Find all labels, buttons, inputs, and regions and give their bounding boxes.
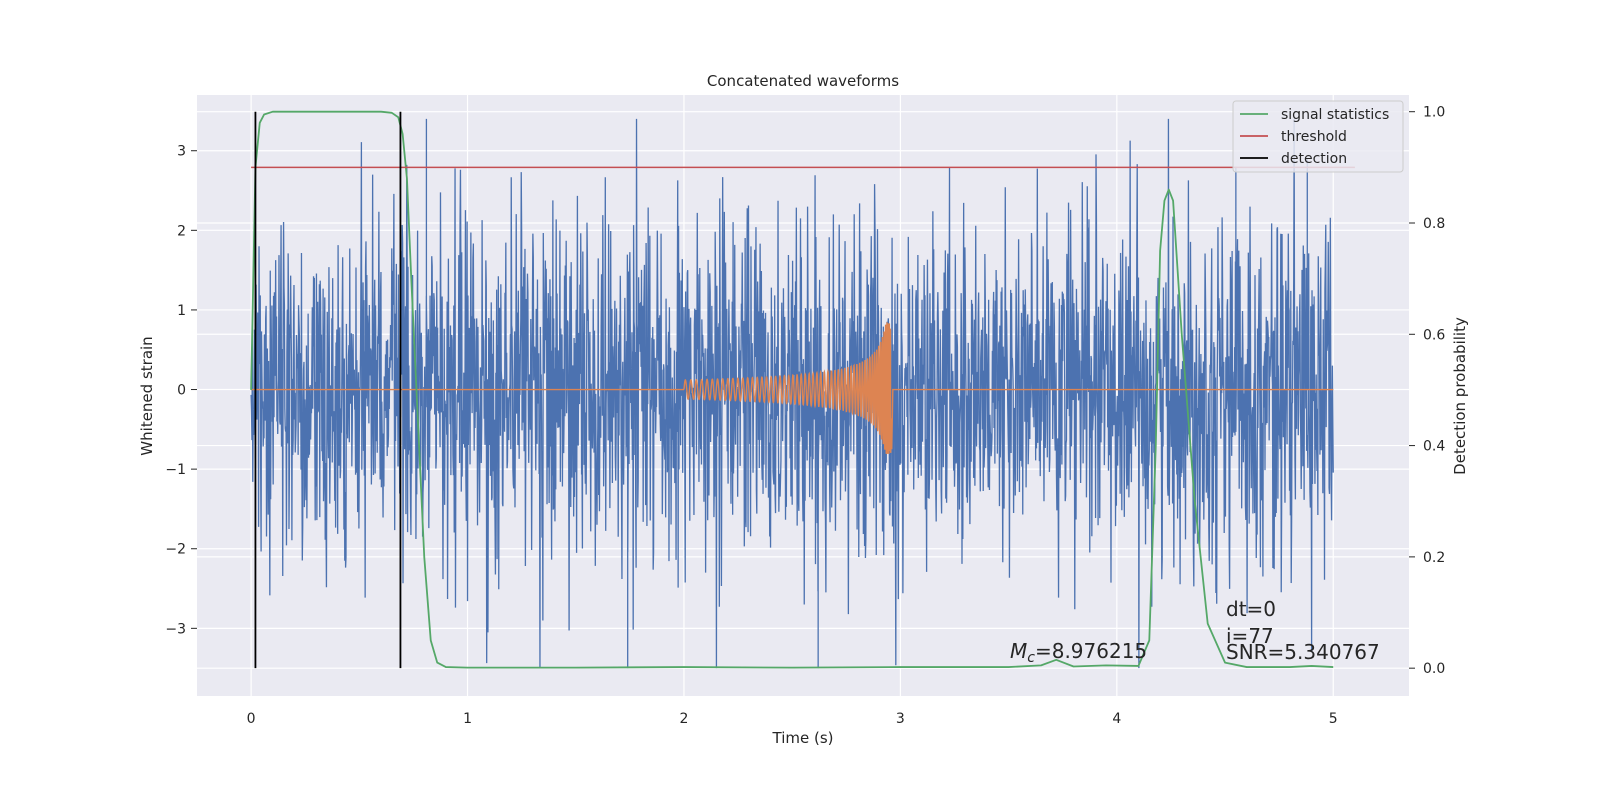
legend-label-signal-statistics: signal statistics bbox=[1281, 107, 1389, 123]
y-right-tick-label-2: 0.4 bbox=[1423, 439, 1445, 455]
right-axis-series bbox=[250, 110, 1355, 669]
y-right-tick-label-0: 0.0 bbox=[1423, 661, 1445, 677]
y-left-tick-label-6: 3 bbox=[177, 144, 186, 160]
y-left-axis-label: Whitened strain bbox=[138, 336, 156, 455]
x-tick-label-3: 3 bbox=[896, 711, 905, 727]
signal-statistics-line bbox=[250, 110, 1334, 669]
legend-box bbox=[1232, 100, 1404, 173]
y-left-tick-label-5: 2 bbox=[177, 223, 186, 239]
snr-annotation: SNR=5.340767 bbox=[1226, 640, 1380, 664]
y-right-tick-label-5: 1.0 bbox=[1423, 105, 1445, 121]
y-left-tick-label-3: 0 bbox=[177, 383, 186, 399]
y-left-tick-label-0: −3 bbox=[165, 621, 186, 637]
y-right-tick-label-3: 0.6 bbox=[1423, 327, 1445, 343]
x-axis-ticks: 0 1 2 3 4 5 bbox=[247, 711, 1338, 727]
x-axis-label: Time (s) bbox=[772, 729, 834, 747]
i-annotation: i=77 bbox=[1226, 624, 1274, 648]
mc-subscript: c bbox=[1027, 650, 1035, 666]
mc-annotation: Mc=8.976215 bbox=[1010, 639, 1147, 666]
template-trace bbox=[251, 322, 1334, 455]
dt-annotation: dt=0 bbox=[1226, 597, 1276, 621]
template-series bbox=[251, 322, 1334, 455]
mc-symbol: M bbox=[1010, 639, 1027, 663]
chart-title: Concatenated waveforms bbox=[707, 72, 899, 90]
y-right-tick-label-4: 0.8 bbox=[1423, 216, 1445, 232]
legend-label-threshold: threshold bbox=[1281, 129, 1347, 145]
x-tick-label-0: 0 bbox=[247, 711, 256, 727]
y-left-tick-label-4: 1 bbox=[177, 303, 186, 319]
x-tick-label-5: 5 bbox=[1329, 711, 1338, 727]
x-tick-label-1: 1 bbox=[463, 711, 472, 727]
mc-value: =8.976215 bbox=[1035, 639, 1147, 663]
legend-label-detection: detection bbox=[1281, 151, 1347, 167]
y-right-axis-label: Detection probability bbox=[1451, 317, 1469, 475]
y-left-axis-ticks: −3 −2 −1 0 1 2 3 bbox=[165, 144, 197, 637]
y-right-axis-ticks: 0.0 0.2 0.4 0.6 0.8 1.0 bbox=[1409, 105, 1445, 677]
y-left-tick-label-2: −1 bbox=[165, 462, 186, 478]
strain-series bbox=[250, 118, 1334, 669]
x-tick-label-2: 2 bbox=[680, 711, 689, 727]
y-left-tick-label-1: −2 bbox=[165, 542, 186, 558]
legend: signal statistics threshold detection bbox=[1232, 100, 1404, 173]
y-right-tick-label-1: 0.2 bbox=[1423, 550, 1445, 566]
x-tick-label-4: 4 bbox=[1112, 711, 1121, 727]
strain-trace bbox=[250, 118, 1334, 669]
